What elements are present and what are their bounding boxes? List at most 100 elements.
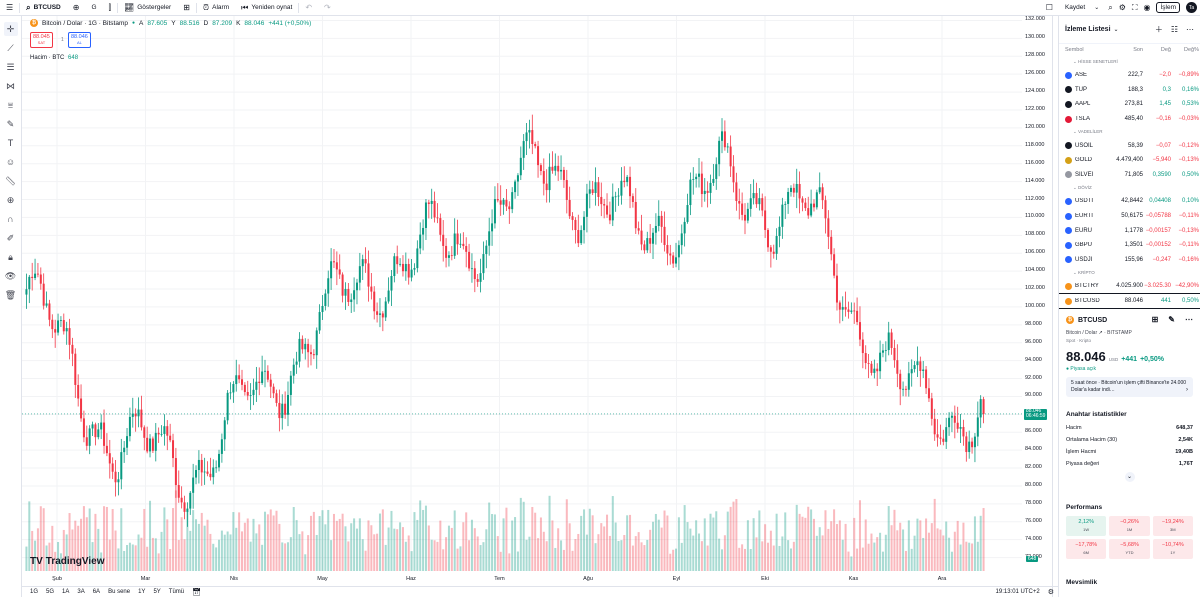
range-button[interactable]: 5G [46,589,55,595]
candle-body [160,433,163,435]
col-change-pct[interactable]: Değ% [1184,47,1199,53]
watchlist-row-usdji[interactable]: USDJI 155,96 −0,247 −0,16% [1059,253,1200,268]
buy-button[interactable]: 88.046 AL [68,32,91,48]
redo-button[interactable]: ↷ [318,0,337,16]
brush-icon[interactable]: ✎ [6,118,15,129]
ruler-icon[interactable]: 📏︎ [4,175,17,186]
magnet-icon[interactable]: ∩ [7,213,14,224]
watchlist-row-gold[interactable]: GOLD 4.479,400 −5,940 −0,13% [1059,153,1200,168]
compare-button[interactable]: ⊕ [67,0,86,16]
layout-button[interactable]: ☐ [1040,0,1059,16]
volume-bar [847,551,850,571]
zoom-icon[interactable]: ⊕ [6,194,15,205]
avatar[interactable]: Ta [1183,0,1200,16]
range-button[interactable]: 5Y [153,589,161,595]
templates-button[interactable]: ⊞ [177,0,196,16]
pattern-icon[interactable]: ⋈ [6,80,15,91]
grid-icon[interactable]: ⊞ [1151,315,1159,325]
watchlist-row-usoil[interactable]: USOIL 58,39 −0,07 −0,12% [1059,138,1200,153]
watchlist-section-header[interactable]: ⌄ DÖVİZ [1073,185,1092,191]
undo-button[interactable]: ↶ [299,0,318,16]
text-icon[interactable]: T [7,137,14,148]
watchlist-row-btctry[interactable]: BTCTRY 4.025.900 −3.025.30 −42,90% [1059,279,1200,294]
news-item[interactable]: 5 saat önce · Bitcoin'un işlem çifti Bin… [1066,377,1193,398]
watchlist-row-euru[interactable]: EURU 1,1778 −0,00157 −0,13% [1059,223,1200,238]
price-chart[interactable]: ŞubMarNisMayHazTemAğuEylEkiKasAra2026 [22,16,1052,584]
col-change[interactable]: Değ [1160,47,1171,53]
watchlist-row-ase[interactable]: ASE 222,7 −2,0 −0,89% [1059,68,1200,83]
volume-bar [948,537,951,571]
chart-type-button[interactable]: ⫿ [103,0,118,16]
performance-cell[interactable]: 2,12% 1W [1066,516,1107,537]
more-icon[interactable]: ⋯ [1186,24,1194,34]
snapshot-button[interactable]: ◉ [1140,0,1153,16]
settings-button[interactable]: ⚙ [1116,0,1129,16]
range-button[interactable]: 3A [77,589,85,595]
stats-expand[interactable]: ⌄ [1066,472,1193,483]
watchlist-row-tsla[interactable]: TSLA 485,40 −0,16 −0,03% [1059,112,1200,127]
clock[interactable]: 19:13:01 UTC+2 [995,589,1040,595]
edit-icon[interactable]: ✎ [1168,315,1175,325]
trend-line-icon[interactable]: ⟋ [7,42,14,53]
col-symbol[interactable]: Sembol [1065,47,1084,53]
row-symbol-text: AAPL [1075,101,1091,108]
watchlist-row-usdti[interactable]: USDTI 42,8442 0,04408 0,10% [1059,194,1200,209]
range-button[interactable]: 1A [62,589,70,595]
watchlist-row-tup[interactable]: TUP 188,3 0,3 0,16% [1059,83,1200,98]
menu-button[interactable]: ☰ [0,0,19,16]
range-button[interactable]: Tümü [168,589,185,595]
lock-icon[interactable]: 🔒︎ [8,251,13,262]
add-symbol-icon[interactable]: ＋ [1154,24,1163,34]
row-symbol: TUP [1065,86,1111,94]
watchlist-row-eurti[interactable]: EURTI 50,6175 −0,05788 −0,11% [1059,209,1200,224]
tradingview-logo[interactable]: TV TradingView [30,556,105,567]
range-button[interactable]: 1Y [138,589,146,595]
trash-icon[interactable]: 🗑︎ [4,289,17,300]
indicators-button[interactable]: 📈︎ Göstergeler [118,0,177,16]
candle-body [114,471,117,483]
sell-button[interactable]: 88.045 SAT [30,32,53,48]
performance-cell[interactable]: −17,78% 6M [1066,539,1107,560]
interval-button[interactable]: G [85,0,102,16]
price-tick-label: 128.000 [1025,52,1045,59]
watchlist-section-header[interactable]: ⌄ KRİPTO [1073,270,1095,276]
horizontal-lines-icon[interactable]: ☰ [6,61,15,72]
replay-button[interactable]: ⏮ Yeniden oynat [235,0,298,16]
crosshair-icon[interactable]: ✛ [3,22,18,36]
chart-pane[interactable]: ŞubMarNisMayHazTemAğuEylEkiKasAra2026 [22,16,1037,584]
range-button[interactable]: Bu sene [108,589,131,595]
emoji-icon[interactable]: ☺ [5,156,16,167]
fib-icon[interactable]: ⩸ [7,99,14,110]
lock-drawing-icon[interactable]: ✐ [6,232,15,243]
watchlist-row-gbpu[interactable]: GBPU 1,3501 −0,00152 −0,11% [1059,238,1200,253]
performance-cell[interactable]: −0,26% 1M [1109,516,1150,537]
gear-icon[interactable]: ⚙ [1047,588,1054,596]
save-button[interactable]: Kaydet ⌄ [1059,0,1105,16]
col-last[interactable]: Son [1133,47,1143,53]
external-link-icon[interactable]: ↗ [1098,330,1103,337]
volume-bar [376,533,379,571]
range-button[interactable]: 6A [92,589,101,595]
more-icon[interactable]: ⋯ [1185,315,1193,325]
watchlist-row-btcusd[interactable]: BTCUSD 88.046 441 0,50% [1059,292,1200,310]
publish-button[interactable]: İşlem [1153,0,1183,16]
list-icon[interactable]: ☷ [1170,24,1178,34]
price-axis[interactable]: 72.00074.00076.00078.00080.00082.00084.0… [1022,16,1052,584]
candle-body [324,293,327,306]
stat-row: Ortalama Hacim (30) 2,54K [1066,434,1193,446]
performance-cell[interactable]: −19,24% 3M [1152,516,1193,537]
range-button[interactable]: 1G [30,589,39,595]
performance-cell[interactable]: −10,74% 1Y [1152,539,1193,560]
fullscreen-button[interactable]: ⛶ [1129,0,1141,16]
alarm-button[interactable]: ⏰︎ Alarm [197,0,235,16]
watchlist-selector[interactable]: İzleme Listesi ⌄ [1065,26,1119,33]
eye-icon[interactable]: 👁︎ [4,270,17,281]
quick-search-button[interactable]: ⌕ [1105,0,1115,16]
symbol-search-button[interactable]: ⌕ BTCUSD [20,0,67,16]
watchlist-row-silvei[interactable]: SILVEI 71,805 0,3590 0,50% [1059,168,1200,183]
watchlist-row-aapl[interactable]: AAPL 273,81 1,45 0,53% [1059,97,1200,112]
watchlist-section-header[interactable]: ⌄ VADELİLER [1073,129,1103,135]
performance-cell[interactable]: −5,68% YTD [1109,539,1150,560]
watchlist-section-header[interactable]: ⌄ HİSSE SENETLERİ [1073,59,1118,64]
calendar-icon[interactable]: 📅︎ [192,588,202,596]
